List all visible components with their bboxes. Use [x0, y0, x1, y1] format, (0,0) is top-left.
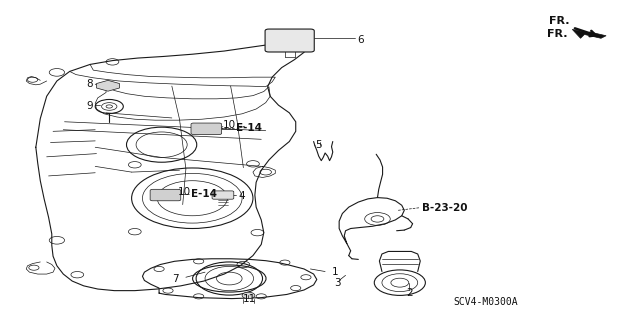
Text: 9: 9 — [86, 101, 93, 111]
Text: 1: 1 — [332, 267, 338, 277]
Polygon shape — [97, 80, 120, 91]
FancyBboxPatch shape — [265, 29, 314, 52]
Text: 10: 10 — [178, 187, 191, 197]
Text: 7: 7 — [172, 274, 179, 284]
Text: 8: 8 — [86, 79, 93, 89]
Text: 3: 3 — [335, 278, 341, 288]
Text: 11: 11 — [243, 293, 257, 304]
Text: 10: 10 — [223, 120, 236, 130]
Text: 2: 2 — [406, 288, 413, 298]
Polygon shape — [572, 29, 606, 38]
Circle shape — [242, 292, 255, 299]
FancyBboxPatch shape — [212, 191, 234, 199]
Text: 5: 5 — [316, 140, 322, 150]
Text: B-23-20: B-23-20 — [422, 204, 468, 213]
FancyBboxPatch shape — [191, 123, 221, 134]
Text: 6: 6 — [357, 35, 364, 44]
Text: SCV4-M0300A: SCV4-M0300A — [454, 297, 518, 307]
Text: E-14: E-14 — [236, 123, 262, 133]
Text: E-14: E-14 — [191, 189, 217, 199]
Text: 4: 4 — [238, 191, 245, 201]
FancyBboxPatch shape — [150, 189, 180, 201]
Text: FR.: FR. — [548, 16, 569, 26]
Text: FR.: FR. — [547, 28, 567, 38]
